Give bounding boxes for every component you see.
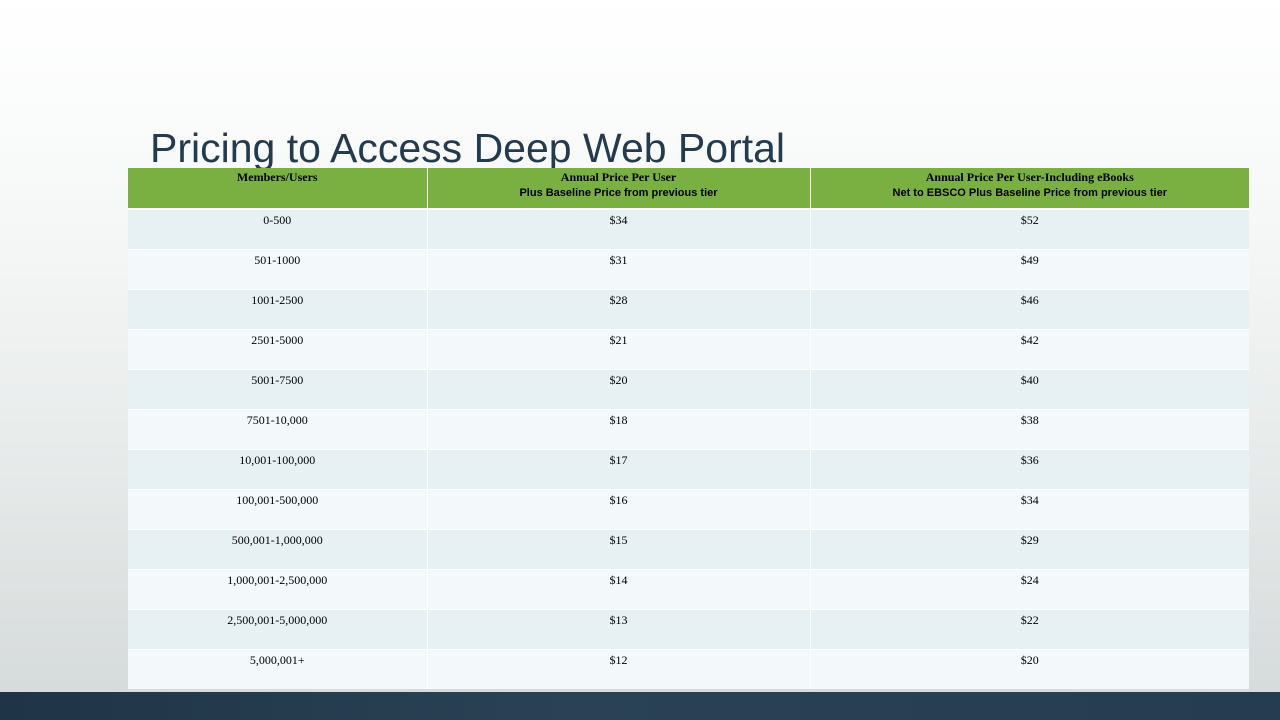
annual-price-ebooks-cell: $52 <box>810 208 1249 249</box>
table-row: 5,000,001+ $12 $20 <box>128 648 1249 689</box>
header-annual-price-ebooks-sublabel: Net to EBSCO Plus Baseline Price from pr… <box>892 187 1167 199</box>
members-users-cell: 2,500,001-5,000,000 <box>128 608 428 649</box>
table-row: 7501-10,000 $18 $38 <box>128 408 1249 449</box>
annual-price-cell: $17 <box>427 448 811 489</box>
annual-price-cell: $15 <box>427 528 811 569</box>
table-row: 501-1000 $31 $49 <box>128 248 1249 289</box>
slide-title: Pricing to Access Deep Web Portal <box>150 125 786 171</box>
annual-price-ebooks-cell: $42 <box>810 328 1249 369</box>
annual-price-ebooks-cell: $38 <box>810 408 1249 449</box>
pricing-table: Members/Users Annual Price Per User Plus… <box>128 168 1249 689</box>
members-users-cell: 501-1000 <box>128 248 428 289</box>
members-users-cell: 5001-7500 <box>128 368 428 409</box>
annual-price-cell: $16 <box>427 488 811 529</box>
annual-price-cell: $31 <box>427 248 811 289</box>
table-row: 1001-2500 $28 $46 <box>128 288 1249 329</box>
table-row: 100,001-500,000 $16 $34 <box>128 488 1249 529</box>
table-row: 0-500 $34 $52 <box>128 208 1249 249</box>
annual-price-cell: $13 <box>427 608 811 649</box>
table-body: 0-500 $34 $52 501-1000 $31 $49 1001-2500 $28 $46… <box>128 208 1249 689</box>
annual-price-cell: $14 <box>427 568 811 609</box>
members-users-cell: 100,001-500,000 <box>128 488 428 529</box>
annual-price-ebooks-cell: $34 <box>810 488 1249 529</box>
members-users-cell: 7501-10,000 <box>128 408 428 449</box>
header-annual-price-label: Annual Price Per User <box>560 170 677 184</box>
annual-price-ebooks-cell: $49 <box>810 248 1249 289</box>
annual-price-cell: $28 <box>427 288 811 329</box>
annual-price-ebooks-cell: $29 <box>810 528 1249 569</box>
members-users-cell: 5,000,001+ <box>128 648 428 689</box>
annual-price-cell: $20 <box>427 368 811 409</box>
table-row: 1,000,001-2,500,000 $14 $24 <box>128 568 1249 609</box>
members-users-cell: 10,001-100,000 <box>128 448 428 489</box>
header-members-users: Members/Users <box>128 168 428 210</box>
annual-price-ebooks-cell: $40 <box>810 368 1249 409</box>
members-users-cell: 1001-2500 <box>128 288 428 329</box>
annual-price-cell: $18 <box>427 408 811 449</box>
table-header-row: Members/Users Annual Price Per User Plus… <box>128 168 1249 210</box>
annual-price-ebooks-cell: $36 <box>810 448 1249 489</box>
table-row: 5001-7500 $20 $40 <box>128 368 1249 409</box>
members-users-cell: 2501-5000 <box>128 328 428 369</box>
annual-price-ebooks-cell: $24 <box>810 568 1249 609</box>
header-annual-price-sublabel: Plus Baseline Price from previous tier <box>519 187 718 199</box>
bottom-band <box>0 692 1280 720</box>
header-annual-price-ebooks: Annual Price Per User-Including eBooks N… <box>810 168 1249 210</box>
table-row: 2,500,001-5,000,000 $13 $22 <box>128 608 1249 649</box>
members-users-cell: 500,001-1,000,000 <box>128 528 428 569</box>
table-row: 10,001-100,000 $17 $36 <box>128 448 1249 489</box>
annual-price-ebooks-cell: $46 <box>810 288 1249 329</box>
members-users-cell: 0-500 <box>128 208 428 249</box>
table-row: 500,001-1,000,000 $15 $29 <box>128 528 1249 569</box>
annual-price-ebooks-cell: $20 <box>810 648 1249 689</box>
annual-price-cell: $21 <box>427 328 811 369</box>
header-annual-price-ebooks-label: Annual Price Per User-Including eBooks <box>925 170 1134 184</box>
header-members-users-label: Members/Users <box>236 170 318 184</box>
header-annual-price: Annual Price Per User Plus Baseline Pric… <box>427 168 811 210</box>
table-row: 2501-5000 $21 $42 <box>128 328 1249 369</box>
annual-price-ebooks-cell: $22 <box>810 608 1249 649</box>
annual-price-cell: $12 <box>427 648 811 689</box>
members-users-cell: 1,000,001-2,500,000 <box>128 568 428 609</box>
annual-price-cell: $34 <box>427 208 811 249</box>
